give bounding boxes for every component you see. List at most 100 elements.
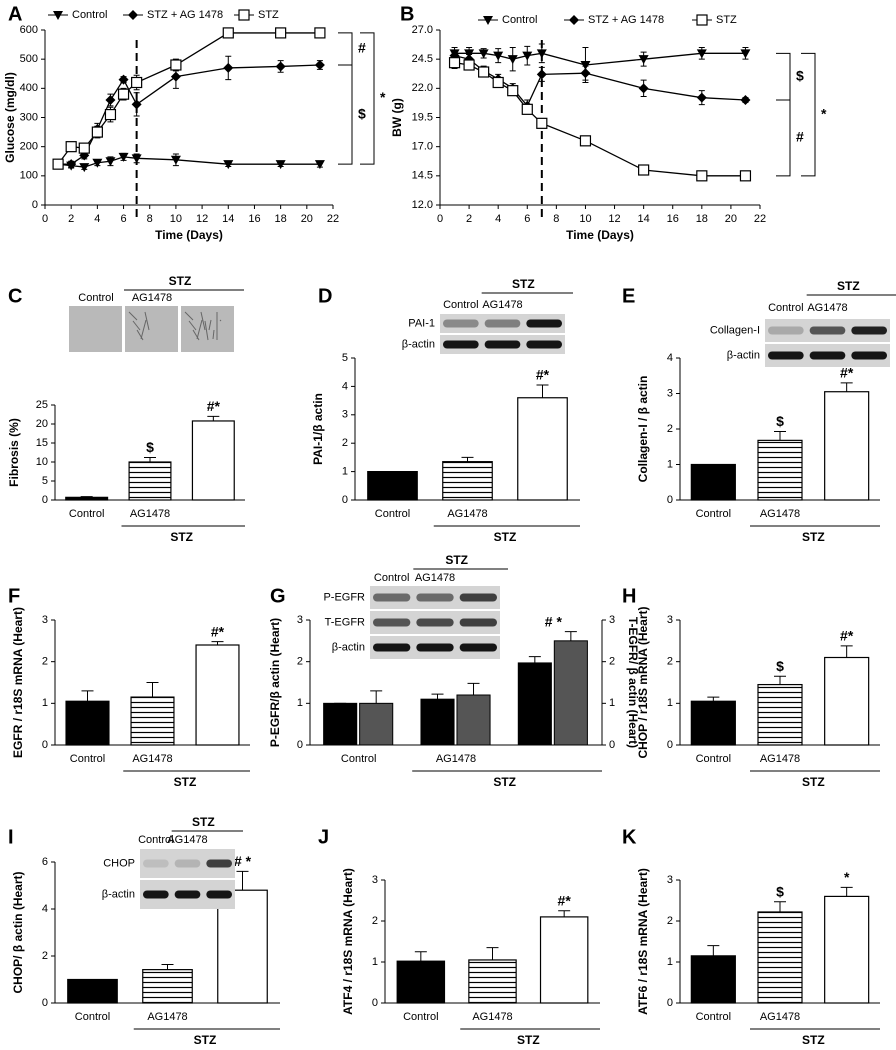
error-bar [144,456,156,462]
marker [92,158,103,168]
blot-texture [140,319,147,340]
significance-label: #* [211,623,225,639]
bar [456,694,491,746]
group-label: STZ [194,1033,217,1047]
marker [739,170,752,182]
marker [638,83,649,94]
legend-marker [238,9,250,21]
y-tick-label: 3 [372,874,378,886]
blot-column-label: AG1478 [132,292,172,304]
panel-letter: K [622,826,637,848]
blot-row-label: T-EGFR [325,616,365,628]
x-tick-label: 4 [94,213,100,225]
blot-group-label: STZ [192,815,215,829]
error-bar [774,675,786,685]
blot-group-label: STZ [445,553,468,567]
marker [580,61,591,70]
y-axis-label: Glucose (mg/dl) [3,72,17,163]
blot-band [373,643,411,652]
y-tick-label: 0 [42,494,48,506]
blot-texture [192,329,200,341]
marker [170,155,181,165]
x-tick-label: 6 [524,213,530,225]
x-tick-label: AG1478 [132,753,172,765]
y-tick-label: 3 [667,614,673,626]
error-bar [774,901,786,912]
bracket [801,52,816,177]
bracket-label: * [380,89,386,105]
marker [536,117,548,129]
error-bar [236,870,249,891]
blot-image [125,306,178,352]
y-tick-label: 12.0 [412,199,433,211]
blot-band [768,326,804,335]
x-tick-label: AG1478 [472,1011,512,1023]
y-tick-label: 100 [20,170,38,182]
x-tick-label: Control [696,508,731,520]
blot-image [440,314,565,333]
y-tick-label: 27.0 [412,24,433,36]
series-line [58,64,320,165]
x-tick-label: 10 [170,213,182,225]
y-axis-label: ATF6 / r18S mRNA (Heart) [636,868,650,1015]
error-bar [161,963,174,970]
panel-letter: J [318,826,329,848]
y-tick-label: 24.5 [412,53,433,65]
y-axis-label: CHOP / r18S mRNA (Heart) [636,606,650,758]
error-bar [431,693,444,700]
blot-texture [208,319,212,331]
y-tick-label: 22.0 [412,82,433,94]
significance-label: # * [545,613,563,629]
group-label: STZ [802,1033,825,1047]
x-tick-label: 18 [696,213,708,225]
blot-band [851,326,887,335]
marker [696,49,707,59]
blot-band [416,618,454,627]
marker [448,57,461,69]
x-tick-label: Control [375,508,410,520]
blot-texture [196,319,203,340]
blot-image [69,306,122,352]
panel-letter: B [400,3,414,25]
x-tick-label: 10 [579,213,591,225]
bar [65,496,109,501]
bar [191,420,235,501]
bar [517,397,568,501]
blot-texture [200,311,206,331]
bar [468,959,517,1004]
x-tick-label: AG1478 [130,508,170,520]
legend-marker [128,10,138,20]
bar [65,700,110,746]
marker [79,163,90,173]
x-tick-label: 2 [68,213,74,225]
significance-label: #* [207,398,221,414]
x-tick-label: Control [69,508,104,520]
error-bar [840,645,853,658]
blot-band [373,593,411,602]
significance-label: $ [776,413,784,429]
y-tick-label: 0 [609,739,615,751]
bar [690,463,736,501]
panel-letter: A [8,3,22,25]
bar [757,683,803,746]
marker [170,71,181,82]
marker [579,135,592,147]
blot-band [416,643,454,652]
x-tick-label: Control [696,753,731,765]
blot-band [526,319,562,328]
marker [170,59,182,71]
y-tick-label: 3 [667,387,673,399]
y-tick-label: 0 [667,739,673,751]
y-tick-label: 4 [667,352,673,364]
blot-column-label: AG1478 [415,572,455,584]
x-tick-label: 0 [42,213,48,225]
marker [638,55,649,65]
y-tick-label: 2 [297,656,303,668]
marker [223,62,234,73]
significance-label: $ [776,658,784,674]
bar [824,895,870,1004]
blot-row-label: P-EGFR [323,591,365,603]
blot-texture [184,311,194,321]
marker [536,69,547,80]
